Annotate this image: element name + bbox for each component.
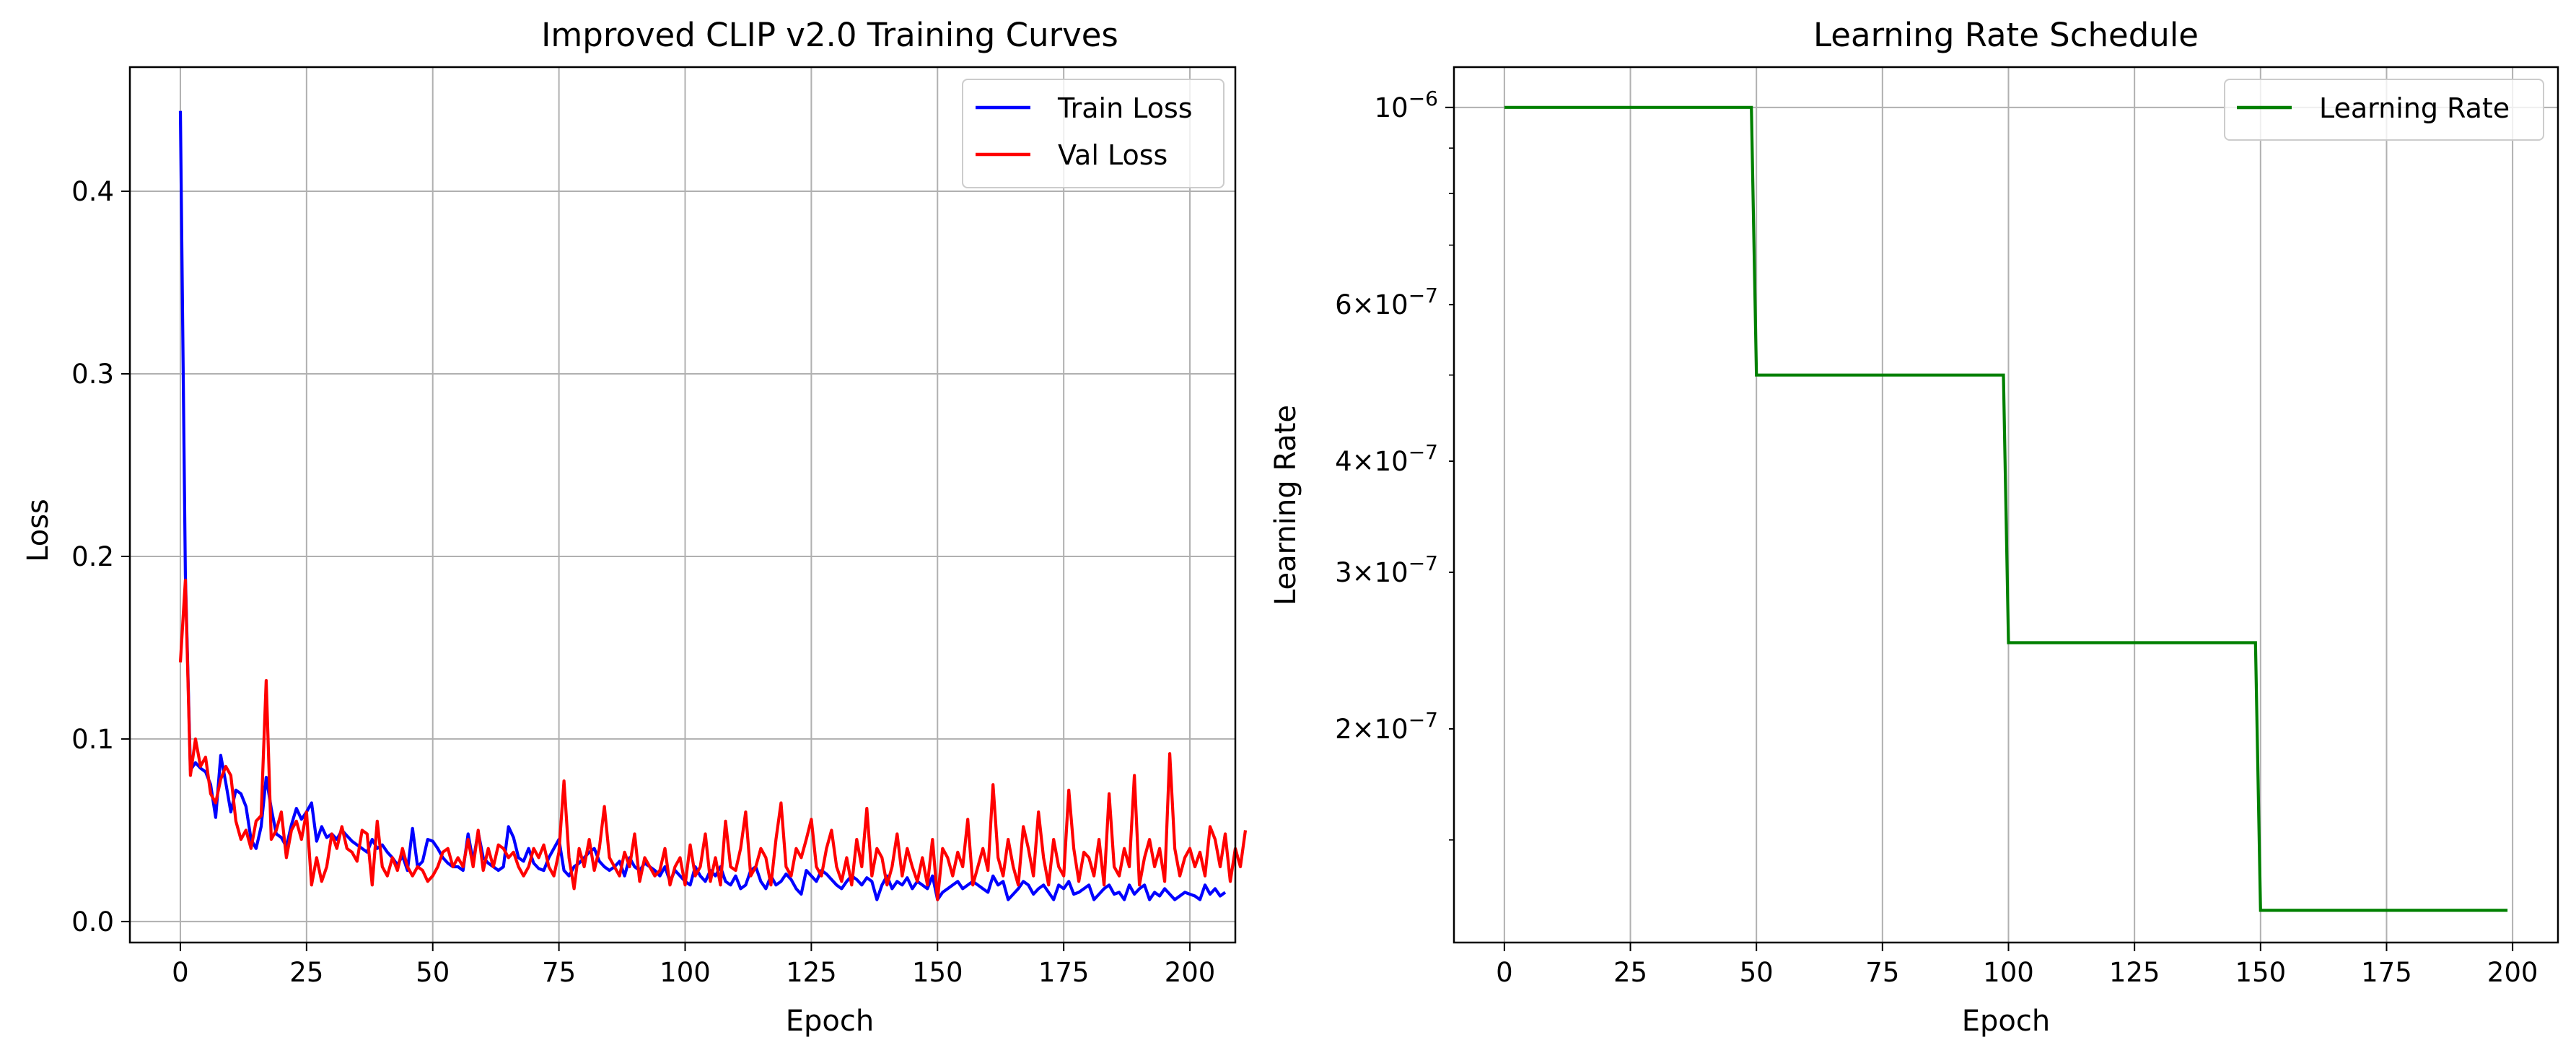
x-tick-label: 50	[1740, 957, 1774, 988]
x-axis-label: Epoch	[786, 1005, 874, 1038]
x-tick-label: 150	[2235, 957, 2286, 988]
series-line-train-loss	[178, 110, 1227, 901]
plot-frame	[1453, 66, 2559, 944]
chart-title: Improved CLIP v2.0 Training Curves	[541, 16, 1118, 54]
y-tick-label: 4×10−7	[1335, 440, 1438, 477]
x-tick-label: 0	[172, 957, 189, 988]
y-tick-label: 0.4	[71, 176, 114, 207]
x-tick-label: 50	[416, 957, 450, 988]
y-axis-label: Learning Rate	[1269, 405, 1302, 605]
grid	[1454, 67, 2558, 943]
y-tick-label: 10−6	[1375, 87, 1438, 123]
x-axis-label: Epoch	[1962, 1005, 2050, 1038]
x-tick-label: 100	[1983, 957, 2034, 988]
grid	[130, 67, 1235, 943]
x-tick-label: 150	[912, 957, 963, 988]
x-tick-label: 75	[1865, 957, 1899, 988]
y-tick-label: 6×10−7	[1335, 284, 1438, 320]
y-axis-label: Loss	[22, 499, 55, 562]
y-tick-label: 0.2	[71, 541, 114, 572]
axis-ticks: 0 25 50 75 100 125 150 175 200 10−6 6×10−7 4×10−7 3×…	[1335, 87, 2538, 988]
legend: Train Loss Val Loss	[962, 79, 1225, 188]
x-tick-label: 25	[1613, 957, 1647, 988]
x-tick-label: 0	[1496, 957, 1513, 988]
x-tick-label: 25	[289, 957, 323, 988]
legend-label-learning-rate: Learning Rate	[2319, 92, 2510, 124]
x-tick-label: 175	[2361, 957, 2412, 988]
x-tick-label: 125	[2109, 957, 2160, 988]
training-loss-panel: Improved CLIP v2.0 Training Curves Epoch…	[22, 16, 1248, 1038]
y-tick-label: 0.0	[71, 906, 114, 937]
x-tick-label: 100	[660, 957, 711, 988]
x-tick-label: 200	[2487, 957, 2538, 988]
legend-box	[2224, 79, 2544, 141]
y-tick-label: 0.1	[71, 724, 114, 755]
legend: Learning Rate	[2224, 79, 2544, 141]
chart-title: Learning Rate Schedule	[1813, 16, 2199, 54]
y-tick-label: 0.3	[71, 359, 114, 390]
series-line-val-loss	[178, 578, 1248, 901]
legend-label-train-loss: Train Loss	[1057, 92, 1193, 124]
y-tick-label: 3×10−7	[1335, 551, 1438, 588]
x-tick-label: 175	[1038, 957, 1090, 988]
series-lines	[178, 110, 1248, 901]
axis-ticks: 0 25 50 75 100 125 150 175 200 0.0 0.1 0.2 0.3 0.4	[71, 176, 1215, 988]
learning-rate-panel: Learning Rate Schedule Epoch Learning Ra…	[1269, 16, 2559, 1038]
y-tick-label: 2×10−7	[1335, 708, 1438, 745]
plot-frame	[128, 66, 1237, 944]
x-tick-label: 200	[1165, 957, 1216, 988]
series-line-learning-rate	[1504, 105, 2508, 912]
series-lines	[1504, 105, 2508, 912]
x-tick-label: 75	[542, 957, 576, 988]
legend-label-val-loss: Val Loss	[1058, 139, 1167, 171]
x-tick-label: 125	[786, 957, 837, 988]
